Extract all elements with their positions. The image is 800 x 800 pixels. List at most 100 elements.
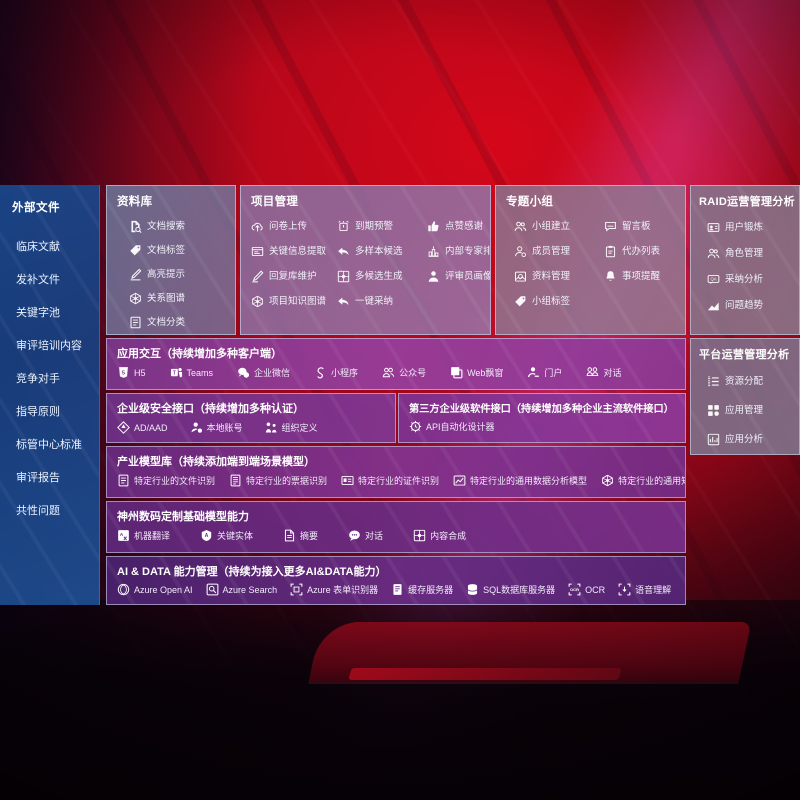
interaction-item-dialog[interactable]: 对话 <box>586 366 621 379</box>
svg-text:OCR: OCR <box>570 587 579 592</box>
summary-doc-icon <box>284 529 295 542</box>
model-item-file-recognize[interactable]: 特定行业的文件识别 <box>117 474 215 487</box>
group-item-label: 事项提醒 <box>622 270 661 282</box>
library-item-doc-classify[interactable]: 文档分类 <box>129 312 227 333</box>
platform-item-app-analysis[interactable]: 应用分析 <box>707 429 791 450</box>
group-item-member-mgmt[interactable]: 成员管理 <box>514 241 604 262</box>
group-item-group-tag[interactable]: 小组标签 <box>514 291 604 312</box>
group-item-todo-list[interactable]: 代办列表 <box>604 241 677 262</box>
aidata-item-tts[interactable]: TTS <box>684 583 686 596</box>
sidebar-item-keyword-pool[interactable]: 关键字池 <box>16 307 60 319</box>
raid-item-role-mgmt[interactable]: 角色管理 <box>707 243 791 264</box>
sidebar-item-common-issues[interactable]: 共性问题 <box>16 505 60 517</box>
message-board-icon <box>605 221 616 232</box>
sidebar-item-standards-center[interactable]: 标管中心标准 <box>16 439 82 451</box>
platform-item-label: 应用管理 <box>725 404 764 416</box>
security-item-local-account[interactable]: 本地账号 <box>190 421 243 434</box>
basemodel-item-entity[interactable]: A 关键实体 <box>200 529 253 542</box>
interaction-item-wechat-work[interactable]: 企业微信 <box>237 366 290 379</box>
aidata-item-azure-search[interactable]: Azure Search <box>206 583 278 596</box>
project-item-key-info-extract[interactable]: 关键信息提取 <box>251 241 337 262</box>
people-group-icon <box>514 221 527 231</box>
doc-list-icon <box>130 316 141 329</box>
aidata-item-label: OCR <box>585 584 606 595</box>
search-box-icon <box>206 583 218 596</box>
form-recognizer-icon <box>290 583 303 596</box>
project-item-multi-candidate[interactable]: 多候选生成 <box>337 266 427 287</box>
aidata-item-azure-openai[interactable]: Azure Open AI <box>117 583 193 596</box>
aidata-item-sql-server[interactable]: SQL数据库服务器 <box>466 583 555 596</box>
interaction-item-web-window[interactable]: Web飘窗 <box>450 366 503 379</box>
person-portrait-icon <box>428 271 439 282</box>
basemodel-item-dialog[interactable]: 对话 <box>348 529 383 542</box>
interaction-item-official-account[interactable]: 公众号 <box>382 366 426 379</box>
interaction-item-teams[interactable]: T Teams <box>170 366 213 379</box>
aidata-item-form-recognizer[interactable]: Azure 表单识别器 <box>290 583 378 596</box>
panel-platform: 平台运营管理分析 资源分配 应用管理 应用分析 <box>690 338 800 455</box>
platform-item-resource-alloc[interactable]: 资源分配 <box>707 371 791 392</box>
project-item-multi-sample[interactable]: 多样本候选 <box>337 241 427 262</box>
library-item-highlight[interactable]: 高亮提示 <box>129 264 227 285</box>
library-item-doc-search[interactable]: 文档搜索 <box>129 216 227 237</box>
project-item-reviewer-profile[interactable]: 评审员画像 <box>427 266 491 287</box>
group-item-material-mgmt[interactable]: 资料管理 <box>514 266 604 287</box>
panel-project-title: 项目管理 <box>251 196 299 208</box>
library-item-label: 文档搜索 <box>147 220 186 232</box>
project-item-label: 一键采纳 <box>355 295 394 307</box>
aidata-item-cache-server[interactable]: 缓存服务器 <box>391 583 453 596</box>
sidebar-item-review-report[interactable]: 审评报告 <box>16 472 60 484</box>
basemodel-item-translate[interactable]: A 机器翻译 <box>117 529 170 542</box>
basemodel-item-content-synthesis[interactable]: 内容合成 <box>413 529 466 542</box>
sidebar-item-competitors[interactable]: 竞争对手 <box>16 373 60 385</box>
group-item-message-board[interactable]: 留言板 <box>604 216 677 237</box>
tts-icon <box>684 583 686 596</box>
platform-item-app-mgmt[interactable]: 应用管理 <box>707 400 791 421</box>
aidata-item-speech[interactable]: 语音理解 <box>618 583 671 596</box>
row-thirdparty: 第三方企业级软件接口（持续增加多种企业主流软件接口） API自动化设计器 <box>398 393 686 443</box>
basemodel-item-label: 对话 <box>365 531 384 541</box>
row-security-items: AD/AAD 本地账号 组织定义 <box>107 416 395 434</box>
group-item-create[interactable]: 小组建立 <box>514 216 604 237</box>
interaction-item-portal[interactable]: 门户 <box>527 366 562 379</box>
official-account-icon <box>382 367 395 378</box>
sidebar-item-clinical-literature[interactable]: 临床文献 <box>16 241 60 253</box>
raid-item-issue-trend[interactable]: 问题趋势 <box>707 295 791 316</box>
library-item-doc-tag[interactable]: 文档标签 <box>129 240 227 261</box>
trend-chart-icon <box>708 302 719 311</box>
model-item-data-analysis[interactable]: 特定行业的通用数据分析模型 <box>453 474 587 487</box>
model-item-knowledge-graph[interactable]: 特定行业的通用知识图谱模型 <box>601 474 685 487</box>
thirdparty-item-api-designer[interactable]: API自动化设计器 <box>409 420 495 433</box>
project-item-label: 多候选生成 <box>355 270 403 282</box>
project-item-expert-ranking[interactable]: 内部专家排名 <box>427 241 490 262</box>
library-item-relation-graph[interactable]: 关系图谱 <box>129 288 227 309</box>
project-item-knowledge-graph[interactable]: 项目知识图谱 <box>251 291 337 312</box>
project-item-label: 回复库维护 <box>269 270 317 282</box>
aidata-item-label: Azure Search <box>222 584 278 595</box>
basemodel-item-summary[interactable]: 摘要 <box>283 529 318 542</box>
group-item-reminder[interactable]: 事项提醒 <box>604 266 677 287</box>
project-item-reply-library[interactable]: 回复库维护 <box>251 266 337 287</box>
project-item-label: 评审员画像 <box>445 270 491 282</box>
aidata-item-ocr[interactable]: OCR OCR <box>568 583 605 596</box>
raid-item-user-training[interactable]: 用户锻炼 <box>707 217 791 238</box>
panel-project-grid: 问卷上传 到期预警 点赞感谢 关键信息提取 多样本候选 <box>241 209 490 316</box>
interaction-item-h5[interactable]: 5 H5 <box>117 366 146 379</box>
security-item-org-define[interactable]: 组织定义 <box>265 421 318 434</box>
tag-icon <box>130 245 141 256</box>
project-item-expiry-alert[interactable]: 到期预警 <box>337 216 427 237</box>
project-item-survey-upload[interactable]: 问卷上传 <box>251 216 337 237</box>
model-item-invoice-recognize[interactable]: 特定行业的票据识别 <box>229 474 327 487</box>
project-item-one-click-adopt[interactable]: 一键采纳 <box>337 291 427 312</box>
project-item-thanks[interactable]: 点赞感谢 <box>427 216 490 237</box>
raid-item-adoption-analysis[interactable]: QA 采纳分析 <box>707 269 791 290</box>
interaction-item-label: 企业微信 <box>254 368 291 378</box>
library-item-label: 关系图谱 <box>147 292 186 304</box>
group-item-label: 资料管理 <box>532 270 571 282</box>
model-item-idcard-recognize[interactable]: 特定行业的证件识别 <box>341 474 439 487</box>
sidebar-item-guidelines[interactable]: 指导原则 <box>16 406 60 418</box>
dialog-people-icon <box>587 367 599 376</box>
security-item-ad-aad[interactable]: AD/AAD <box>117 421 168 434</box>
sidebar-item-supplement-files[interactable]: 发补文件 <box>16 274 60 286</box>
interaction-item-mini-program[interactable]: 小程序 <box>314 366 358 379</box>
sidebar-item-review-training[interactable]: 审评培训内容 <box>16 340 82 352</box>
